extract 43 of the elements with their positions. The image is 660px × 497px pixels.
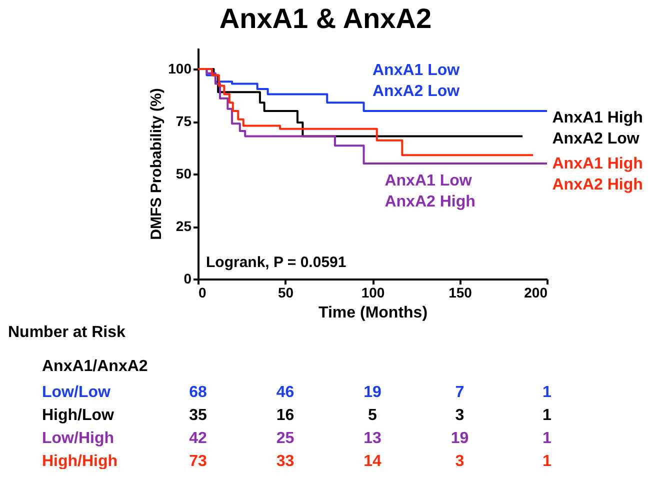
y-tick-label: 100 [168, 60, 192, 76]
series-label: AnxA1 Low AnxA2 High [384, 172, 476, 210]
x-tick-label: 0 [198, 284, 206, 300]
series-label: AnxA1 High AnxA2 High [552, 156, 643, 194]
text: High/Low [42, 407, 115, 424]
text: 1 [542, 430, 552, 447]
text: Low/Low [42, 384, 111, 401]
text: 68 [189, 384, 207, 401]
annotation: Logrank, P = 0.0591 [206, 254, 346, 271]
y-tick-label: 25 [176, 218, 192, 234]
text: 14 [364, 453, 382, 470]
text: 7 [455, 384, 464, 401]
x-tick-label: 150 [448, 284, 472, 300]
text: Low/High [42, 430, 114, 447]
text: AnxA1/AnxA2 [42, 358, 148, 375]
x-tick-label: 100 [361, 284, 385, 300]
y-tick-label: 50 [176, 166, 192, 182]
series-label: AnxA1 High AnxA2 Low [552, 109, 643, 148]
text: 46 [276, 384, 294, 401]
text: 35 [189, 407, 207, 424]
text: 1 [542, 453, 552, 470]
text: 5 [368, 407, 378, 424]
chart-title: AnxA1 & AnxA2 [219, 3, 432, 34]
text: 1 [542, 407, 552, 424]
y-tick-label: 75 [176, 113, 192, 129]
y-tick-label: 0 [184, 270, 192, 286]
y-axis-title: DMFS Probability (%) [148, 88, 166, 240]
text: 13 [364, 430, 382, 447]
text: 1 [542, 384, 552, 401]
text: 19 [450, 430, 469, 447]
text: 25 [276, 430, 294, 447]
text: 42 [189, 430, 207, 447]
text: 33 [276, 453, 294, 470]
text: 16 [276, 407, 294, 424]
x-tick-label: 200 [524, 284, 548, 300]
x-axis-title: Time (Months) [318, 304, 428, 322]
text: 3 [455, 407, 464, 424]
series-label: AnxA1 Low AnxA2 Low [372, 62, 460, 100]
x-tick-label: 50 [278, 284, 294, 300]
text: 3 [455, 453, 464, 470]
text: 73 [189, 453, 207, 470]
text: Number at Risk [8, 324, 126, 341]
text: 19 [364, 384, 382, 401]
